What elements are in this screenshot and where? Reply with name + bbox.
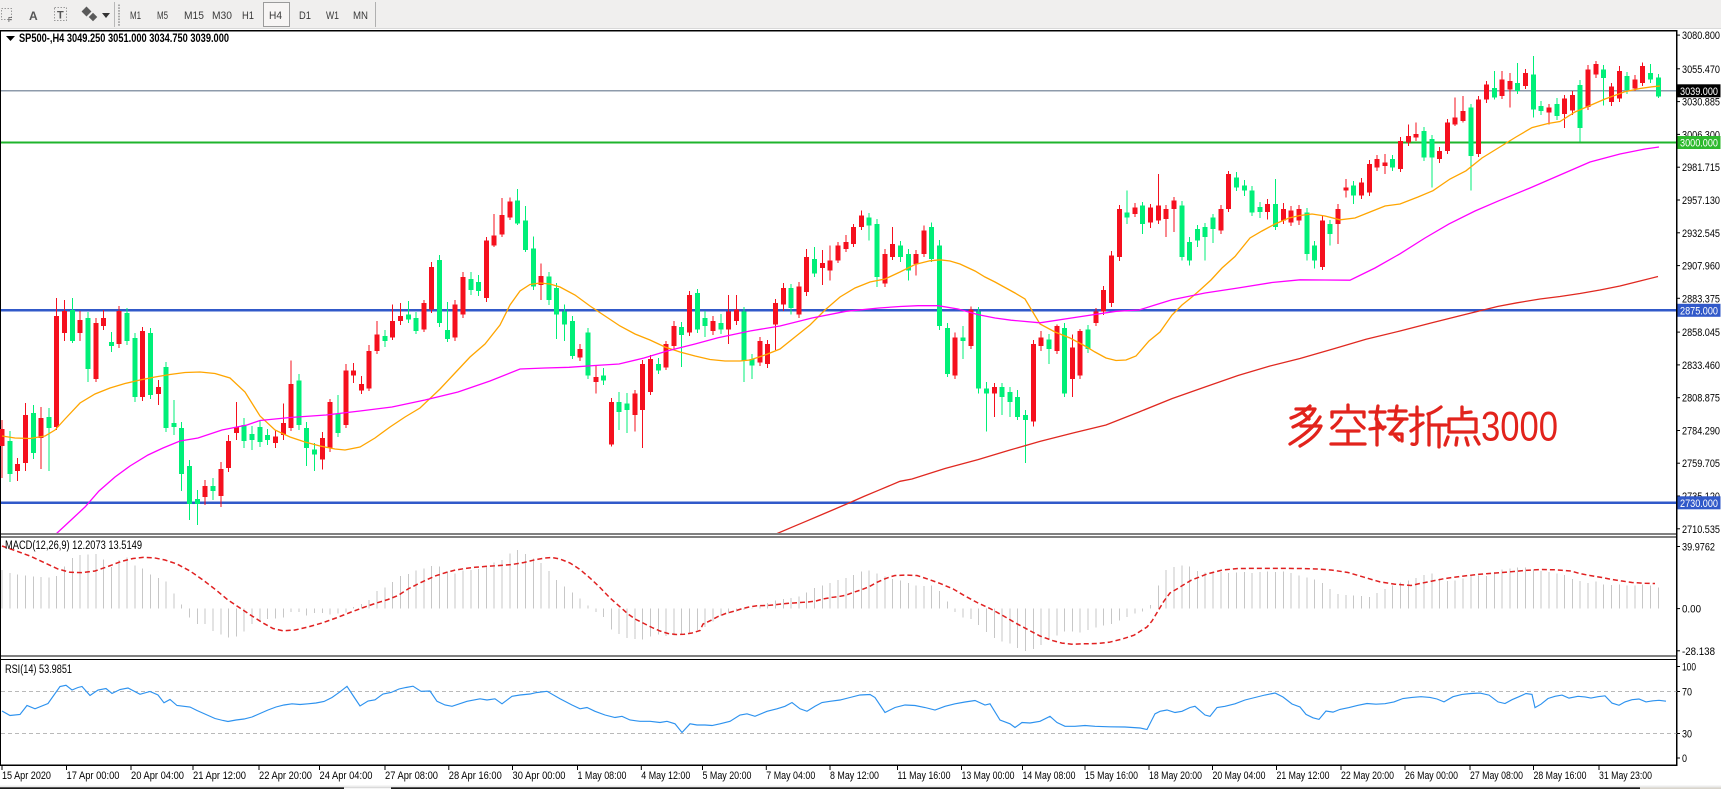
svg-text:2730.000: 2730.000: [1680, 498, 1718, 510]
svg-text:3039.000: 3039.000: [1680, 86, 1718, 98]
svg-text:24 Apr 04:00: 24 Apr 04:00: [320, 770, 373, 782]
svg-text:3000: 3000: [1481, 403, 1558, 450]
svg-text:2808.875: 2808.875: [1682, 393, 1720, 405]
svg-text:3030.885: 3030.885: [1682, 97, 1720, 109]
svg-text:1 May 08:00: 1 May 08:00: [578, 770, 627, 782]
svg-text:SP500-,H4 3049.250 3051.000 3: SP500-,H4 3049.250 3051.000 3034.750 303…: [19, 33, 229, 45]
svg-text:18 May 20:00: 18 May 20:00: [1149, 770, 1202, 782]
svg-text:100: 100: [1682, 662, 1696, 674]
svg-text:20 Apr 04:00: 20 Apr 04:00: [131, 770, 184, 782]
svg-text:30 Apr 00:00: 30 Apr 00:00: [513, 770, 566, 782]
svg-text:5 May 20:00: 5 May 20:00: [703, 770, 752, 782]
svg-text:MN: MN: [353, 10, 368, 22]
svg-text:22 May 20:00: 22 May 20:00: [1341, 770, 1394, 782]
svg-text:28 May 16:00: 28 May 16:00: [1534, 770, 1587, 782]
svg-text:0: 0: [1682, 753, 1687, 765]
svg-text:2858.045: 2858.045: [1682, 327, 1720, 339]
svg-text:39.9762: 39.9762: [1682, 542, 1715, 554]
svg-text:31 May 23:00: 31 May 23:00: [1599, 770, 1652, 782]
svg-text:M15: M15: [184, 10, 204, 22]
svg-text:20 May 04:00: 20 May 04:00: [1213, 770, 1266, 782]
svg-text:3055.470: 3055.470: [1682, 64, 1720, 76]
svg-text:21 May 12:00: 21 May 12:00: [1277, 770, 1330, 782]
svg-text:RSI(14) 53.9851: RSI(14) 53.9851: [5, 664, 72, 676]
svg-text:30: 30: [1682, 729, 1692, 741]
svg-text:M5: M5: [157, 10, 168, 22]
svg-text:2784.290: 2784.290: [1682, 426, 1720, 438]
svg-text:4 May 12:00: 4 May 12:00: [641, 770, 690, 782]
svg-text:2957.130: 2957.130: [1682, 195, 1720, 207]
svg-text:0.00: 0.00: [1682, 604, 1701, 616]
svg-text:W1: W1: [326, 10, 339, 22]
svg-text:27 Apr 08:00: 27 Apr 08:00: [385, 770, 438, 782]
svg-text:MACD(12,26,9) 12.2073 13.5149: MACD(12,26,9) 12.2073 13.5149: [5, 540, 142, 552]
svg-text:7 May 04:00: 7 May 04:00: [766, 770, 815, 782]
svg-text:17 Apr 00:00: 17 Apr 00:00: [67, 770, 120, 782]
svg-text:13 May 00:00: 13 May 00:00: [962, 770, 1015, 782]
svg-text:3000.000: 3000.000: [1680, 138, 1718, 150]
svg-text:8 May 12:00: 8 May 12:00: [830, 770, 879, 782]
svg-text:15 May 16:00: 15 May 16:00: [1085, 770, 1138, 782]
svg-text:H1: H1: [242, 10, 254, 22]
svg-text:21 Apr 12:00: 21 Apr 12:00: [193, 770, 246, 782]
svg-text:3080.800: 3080.800: [1682, 30, 1720, 42]
svg-text:2710.535: 2710.535: [1682, 524, 1720, 536]
svg-text:70: 70: [1682, 687, 1692, 699]
svg-text:M30: M30: [212, 10, 232, 22]
svg-text:28 Apr 16:00: 28 Apr 16:00: [449, 770, 502, 782]
svg-text:2759.705: 2759.705: [1682, 458, 1720, 470]
svg-text:F: F: [8, 17, 12, 24]
svg-text:22 Apr 20:00: 22 Apr 20:00: [259, 770, 312, 782]
svg-text:27 May 08:00: 27 May 08:00: [1470, 770, 1523, 782]
svg-text:2883.375: 2883.375: [1682, 293, 1720, 305]
svg-text:2907.960: 2907.960: [1682, 261, 1720, 273]
svg-text:15 Apr 2020: 15 Apr 2020: [2, 770, 51, 782]
svg-text:2875.000: 2875.000: [1680, 305, 1718, 317]
svg-text:M1: M1: [130, 10, 141, 22]
svg-text:26 May 00:00: 26 May 00:00: [1405, 770, 1458, 782]
svg-text:14 May 08:00: 14 May 08:00: [1023, 770, 1076, 782]
svg-text:2981.715: 2981.715: [1682, 162, 1720, 174]
svg-text:11 May 16:00: 11 May 16:00: [898, 770, 951, 782]
svg-text:-28.138: -28.138: [1682, 646, 1715, 658]
svg-text:H4: H4: [269, 10, 282, 22]
svg-text:D1: D1: [299, 10, 311, 22]
svg-text:2833.460: 2833.460: [1682, 360, 1720, 372]
svg-text:A: A: [29, 9, 38, 23]
svg-text:2932.545: 2932.545: [1682, 228, 1720, 240]
svg-text:T: T: [57, 10, 64, 22]
